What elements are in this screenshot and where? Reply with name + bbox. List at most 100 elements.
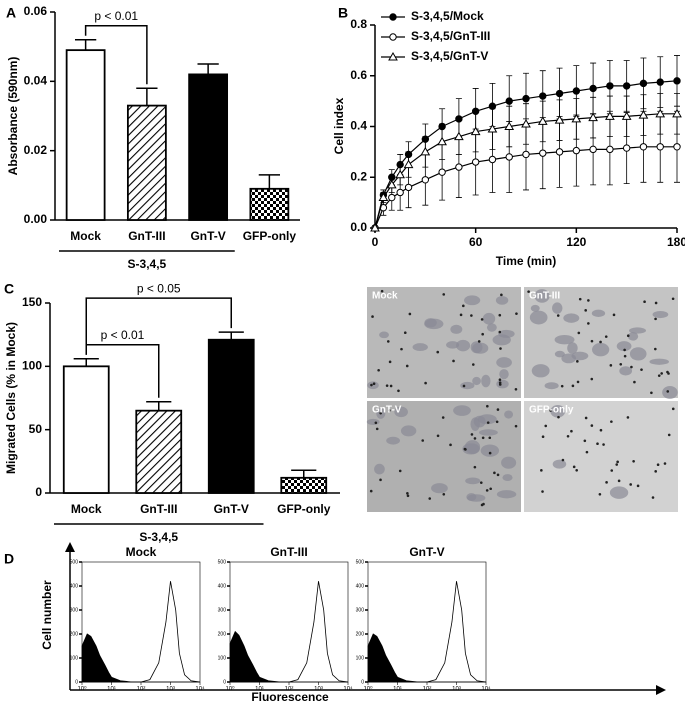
marker — [386, 179, 397, 189]
pore — [388, 360, 392, 364]
chart-title: Mock — [126, 545, 157, 559]
x-tick-label: 10¹ — [393, 687, 402, 693]
x-tick-label: 10¹ — [255, 687, 264, 693]
pore — [486, 404, 489, 408]
x-tick-label: 10² — [423, 687, 432, 693]
y-arrow-head — [65, 542, 75, 552]
marker — [572, 87, 581, 95]
cell-body — [374, 463, 385, 475]
pore — [473, 465, 477, 469]
marker — [606, 82, 614, 90]
bar — [188, 73, 229, 221]
pore — [421, 439, 425, 442]
panel-label: C — [4, 281, 14, 297]
panel-label: A — [6, 5, 16, 21]
marker — [487, 124, 498, 133]
legend-label: S-3,4,5/GnT-III — [411, 29, 490, 43]
x-tick-label: GFP-only — [277, 502, 331, 516]
y-tick-label: 0 — [35, 485, 42, 499]
cell-body — [472, 342, 489, 354]
marker — [622, 144, 631, 152]
pore — [470, 314, 473, 317]
x-axis-label: Time (min) — [496, 254, 556, 268]
pore — [540, 469, 543, 472]
pore — [472, 363, 475, 366]
y-tick-label: 0 — [75, 679, 78, 685]
pore — [557, 415, 560, 419]
cell-body — [464, 295, 481, 306]
pore — [462, 304, 465, 308]
cell-body — [552, 302, 563, 314]
marker — [388, 193, 396, 202]
cell-body — [496, 357, 512, 368]
pore — [619, 362, 623, 366]
x-tick-label: 120 — [566, 235, 586, 249]
x-axis-label: Fluorescence — [251, 690, 329, 704]
cell-body — [531, 364, 550, 378]
marker — [370, 222, 380, 232]
group-label: S-3,4,5 — [139, 530, 178, 544]
significance-bracket — [84, 24, 148, 85]
marker — [395, 169, 406, 179]
pore — [514, 387, 518, 391]
x-tick-label: 10⁰ — [225, 686, 235, 693]
marker — [470, 126, 481, 136]
marker — [656, 78, 664, 86]
pore — [479, 481, 483, 484]
pore — [486, 421, 490, 424]
marker — [639, 143, 648, 151]
marker — [378, 192, 389, 202]
histogram-area — [367, 633, 486, 683]
significance-label: p < 0.01 — [101, 328, 145, 342]
x-tick-label: GnT-V — [214, 502, 249, 516]
pore — [623, 354, 627, 358]
pore — [385, 384, 389, 387]
y-tick-label: 100 — [70, 655, 79, 661]
pore — [610, 420, 613, 423]
cell-body — [534, 289, 550, 303]
pore — [442, 293, 446, 296]
y-tick-label: 300 — [70, 607, 79, 613]
pore — [654, 470, 657, 473]
pore — [590, 424, 594, 427]
pore — [408, 312, 412, 316]
pore — [610, 469, 614, 472]
pore — [626, 416, 630, 419]
cell-body — [619, 366, 633, 376]
cell-body — [495, 296, 509, 305]
pore — [654, 347, 657, 351]
x-tick-label: 10⁴ — [481, 686, 491, 693]
cell-body — [394, 406, 408, 418]
pore — [375, 427, 379, 431]
y-tick-label: 400 — [218, 583, 227, 589]
pore — [374, 421, 378, 425]
pore — [584, 309, 587, 312]
pore — [629, 483, 632, 486]
y-tick-label: 100 — [218, 655, 227, 661]
bar — [280, 476, 328, 494]
pore — [515, 312, 518, 315]
micrograph: GnT-III — [524, 287, 678, 399]
marker — [589, 84, 597, 93]
cell-body — [501, 456, 517, 469]
x-tick-label: GnT-V — [190, 229, 225, 243]
pore — [599, 340, 602, 344]
marker — [505, 97, 513, 105]
pore — [372, 382, 376, 386]
marker — [455, 163, 463, 171]
cell-body — [482, 312, 496, 325]
y-tick-label: 400 — [356, 583, 365, 589]
cell-body — [554, 335, 575, 345]
marker — [403, 159, 414, 169]
pore — [560, 384, 564, 388]
y-tick-label: 500 — [218, 559, 227, 565]
marker — [589, 145, 597, 154]
legend-label: S-3,4,5/GnT-V — [411, 49, 488, 63]
pore — [654, 317, 657, 321]
pore — [436, 350, 440, 354]
cell-body — [486, 323, 497, 332]
pore — [626, 334, 630, 338]
cell-body — [592, 342, 610, 357]
cell-body — [561, 353, 577, 364]
